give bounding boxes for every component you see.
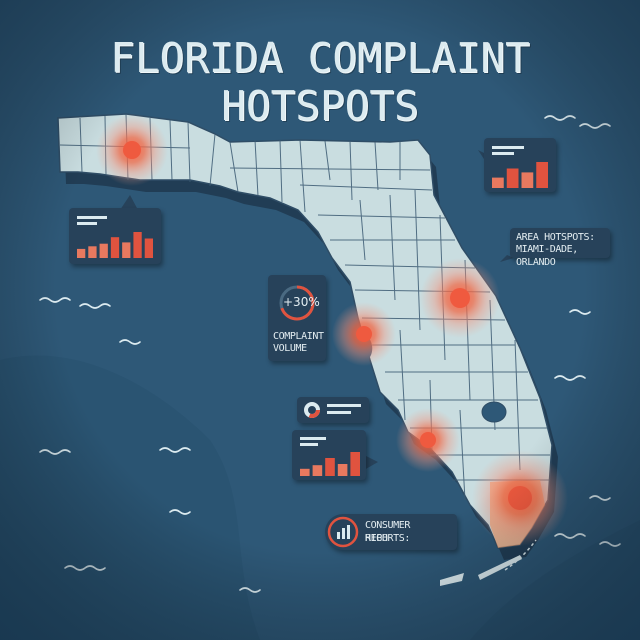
consumer-reports-callout: CONSUMER REPORTS: HIGH — [325, 514, 457, 550]
mini-bar — [144, 238, 153, 258]
mini-bar — [133, 232, 142, 258]
mini-bar-chart — [300, 452, 360, 476]
mini-bar — [337, 464, 348, 476]
page-title: FLORIDA COMPLAINT HOTSPOTS — [110, 34, 530, 130]
card-heading-line — [77, 216, 107, 219]
mini-bar — [325, 458, 335, 476]
mini-bar-chart — [492, 162, 548, 188]
area-hotspots-callout: AREA HOTSPOTS: MIAMI-DADE, ORLANDO — [510, 228, 610, 268]
progress-ring-icon — [279, 285, 315, 321]
area-hotspots-value: MIAMI-DADE, ORLANDO — [516, 244, 578, 268]
mini-bar — [312, 465, 323, 476]
complaint-volume-label: VOLUME — [273, 343, 307, 354]
complaint-volume-label: COMPLAINT — [273, 331, 324, 342]
mini-bar — [88, 246, 97, 258]
mini-bar — [110, 237, 120, 258]
mini-bar-chart — [77, 232, 153, 258]
card-heading-line — [77, 222, 97, 225]
mini-bar — [521, 172, 534, 188]
donut-chart-card — [297, 397, 369, 423]
card-heading-line — [300, 437, 326, 440]
bar-chart-icon — [327, 516, 359, 548]
mini-bar — [536, 162, 548, 188]
complaint-volume-change: +30% — [283, 295, 320, 309]
card-heading-line — [327, 404, 361, 407]
mini-bar — [300, 468, 310, 476]
card-heading-line — [300, 443, 318, 446]
mini-chart-card-southwest — [292, 430, 366, 480]
mini-chart-card-panhandle — [69, 208, 161, 264]
area-hotspots-title: AREA HOTSPOTS: — [516, 232, 595, 243]
card-heading-line — [492, 152, 514, 155]
mini-bar — [122, 242, 131, 258]
mini-bar — [77, 248, 86, 258]
mini-bar — [506, 168, 519, 188]
mini-bar — [492, 177, 504, 188]
consumer-reports-title: CONSUMER REPORTS: — [365, 520, 410, 544]
complaint-volume-card: +30% COMPLAINT VOLUME — [268, 275, 326, 361]
mini-bar — [99, 243, 108, 258]
card-heading-line — [492, 146, 524, 149]
consumer-reports-value: HIGH — [365, 533, 388, 544]
mini-chart-card-northeast — [484, 138, 556, 192]
mini-bar — [350, 452, 360, 476]
donut-chart-icon — [304, 402, 320, 418]
card-heading-line — [327, 411, 351, 414]
